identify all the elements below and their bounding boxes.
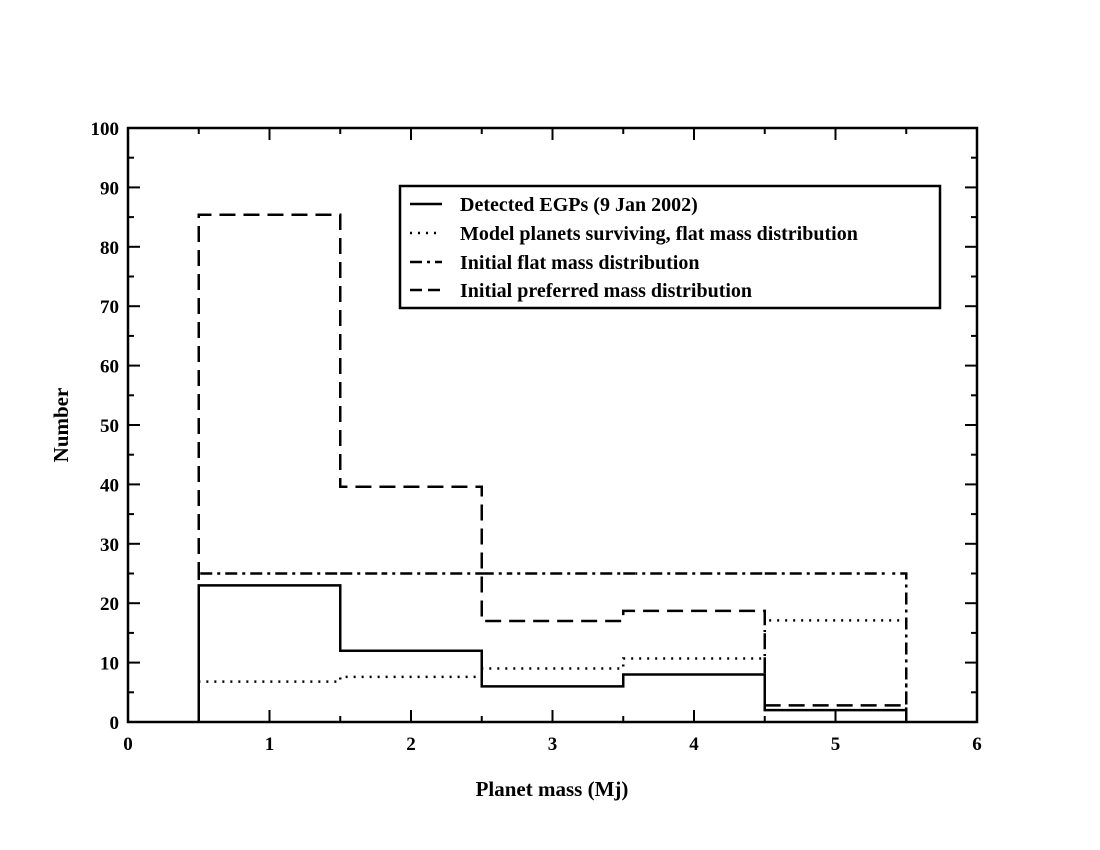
x-tick-label: 4 xyxy=(689,734,699,755)
y-tick-label: 40 xyxy=(100,475,119,496)
series-line-3 xyxy=(197,572,908,722)
y-axis-title: Number xyxy=(49,388,73,463)
x-tick-label: 6 xyxy=(972,734,982,755)
series-line-1 xyxy=(197,584,908,722)
legend-label-2: Model planets surviving, flat mass distr… xyxy=(460,223,858,245)
legend-label-1: Detected EGPs (9 Jan 2002) xyxy=(460,194,698,216)
y-tick-label: 0 xyxy=(110,713,120,734)
legend-box xyxy=(398,184,942,310)
y-tick-label: 60 xyxy=(100,357,119,378)
y-tick-label: 80 xyxy=(100,238,119,259)
series-line-2 xyxy=(197,619,908,722)
legend-label-3: Initial flat mass distribution xyxy=(460,252,699,274)
x-tick-label: 0 xyxy=(123,734,133,755)
y-tick-label: 90 xyxy=(100,178,119,199)
x-tick-label: 1 xyxy=(265,734,275,755)
x-tick-label: 2 xyxy=(406,734,416,755)
y-tick-label: 20 xyxy=(100,594,119,615)
x-tick-label: 5 xyxy=(831,734,841,755)
ticks-layer xyxy=(127,127,978,723)
y-tick-label: 10 xyxy=(100,654,119,675)
legend-entries: Detected EGPs (9 Jan 2002) Model planets … xyxy=(410,194,858,302)
legend: Detected EGPs (9 Jan 2002) Model planets … xyxy=(398,184,942,310)
y-tick-label: 100 xyxy=(91,119,120,140)
x-tick-label: 3 xyxy=(548,734,558,755)
y-tick-label: 70 xyxy=(100,297,119,318)
series-line-4 xyxy=(197,213,908,722)
legend-label-4: Initial preferred mass distribution xyxy=(460,280,752,302)
x-axis-title: Planet mass (Mj) xyxy=(476,777,629,801)
series-layer xyxy=(197,213,908,722)
y-tick-label: 50 xyxy=(100,416,119,437)
y-tick-label: 30 xyxy=(100,535,119,556)
